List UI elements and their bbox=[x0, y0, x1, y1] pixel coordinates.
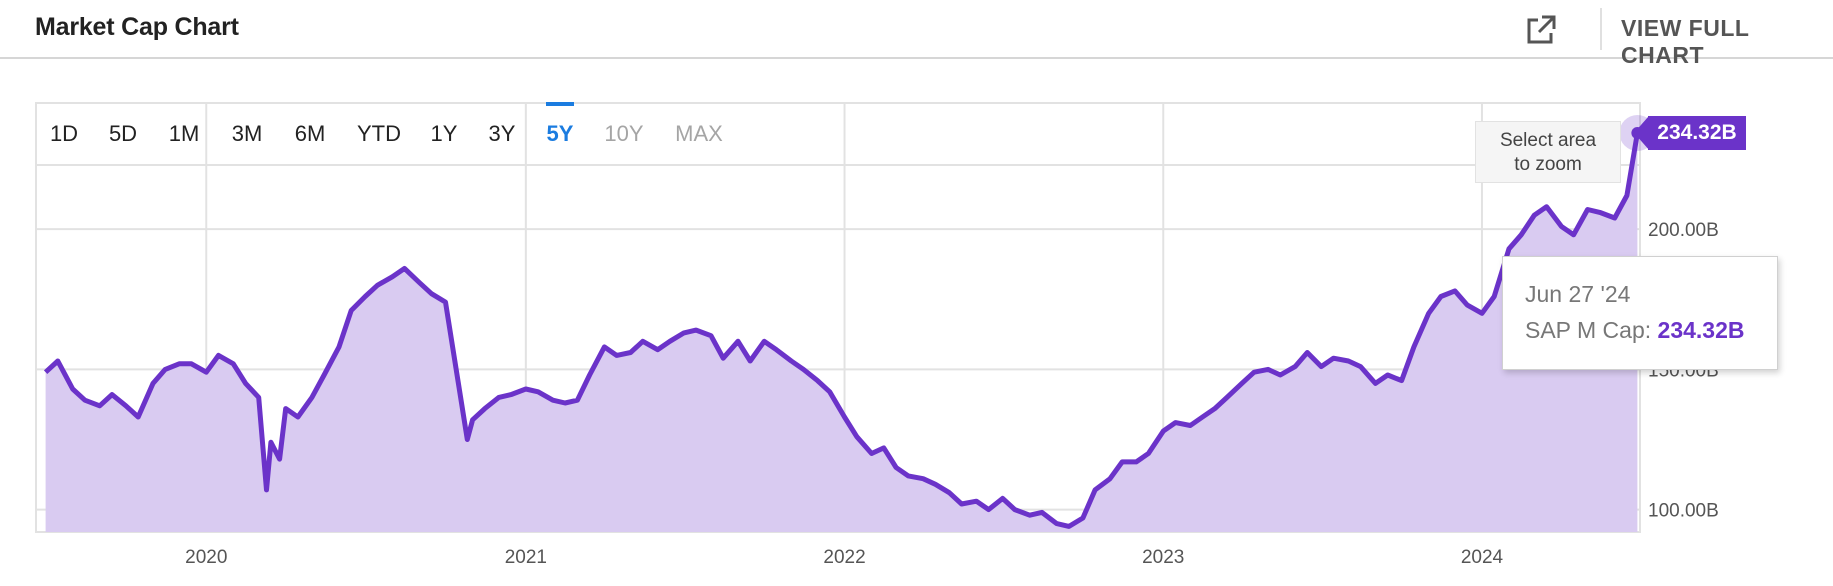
chart-title: Market Cap Chart bbox=[35, 13, 239, 41]
range-button-max[interactable]: MAX bbox=[675, 121, 723, 146]
zoom-hint-line1: Select area bbox=[1499, 130, 1597, 151]
tooltip-label: SAP M Cap: bbox=[1525, 317, 1652, 343]
range-button-6m[interactable]: 6M bbox=[295, 121, 326, 146]
y-tick-label: 100.00B bbox=[1648, 501, 1719, 522]
x-axis-ticks: 2020 2021 2022 2023 2024 bbox=[185, 547, 1503, 568]
zoom-hint-line2: to zoom bbox=[1514, 154, 1582, 175]
y-tick-label: 200.00B bbox=[1648, 220, 1719, 241]
x-tick-label: 2020 bbox=[185, 547, 227, 568]
market-cap-line bbox=[43, 132, 1640, 529]
market-cap-area bbox=[45, 132, 1638, 532]
header-divider bbox=[1600, 8, 1602, 50]
range-button-3y[interactable]: 3Y bbox=[489, 121, 516, 146]
x-tick-label: 2021 bbox=[505, 547, 547, 568]
zoom-hint: Select area to zoom bbox=[1475, 121, 1621, 183]
last-value-badge: 234.32B bbox=[1648, 115, 1746, 150]
range-button-1d[interactable]: 1D bbox=[50, 121, 78, 146]
external-link-icon[interactable] bbox=[1524, 13, 1558, 47]
header-bar: Market Cap Chart VIEW FULL CHART bbox=[0, 0, 1833, 68]
x-tick-label: 2024 bbox=[1461, 547, 1504, 568]
view-full-chart-link[interactable]: VIEW FULL CHART bbox=[1621, 15, 1750, 68]
chart-tooltip: Jun 27 '24 SAP M Cap: 234.32B bbox=[1502, 256, 1778, 370]
tooltip-date: Jun 27 '24 bbox=[1525, 281, 1631, 307]
range-button-5y[interactable]: 5Y bbox=[547, 121, 574, 146]
range-button-1m[interactable]: 1M bbox=[169, 121, 200, 146]
x-tick-label: 2022 bbox=[823, 547, 865, 568]
last-value-arrow bbox=[1634, 115, 1649, 150]
range-selector: 1D 5D 1M 3M 6M YTD 1Y 3Y 5Y 10Y MAX bbox=[50, 121, 723, 146]
range-button-ytd[interactable]: YTD bbox=[357, 121, 401, 146]
range-button-5d[interactable]: 5D bbox=[109, 121, 137, 146]
range-button-3m[interactable]: 3M bbox=[232, 121, 263, 146]
tooltip-line: SAP M Cap: 234.32B bbox=[1525, 317, 1745, 344]
range-button-1y[interactable]: 1Y bbox=[431, 121, 458, 146]
x-tick-label: 2023 bbox=[1142, 547, 1184, 568]
active-range-indicator bbox=[546, 102, 574, 106]
tooltip-value: 234.32B bbox=[1657, 317, 1745, 343]
range-button-10y[interactable]: 10Y bbox=[604, 121, 643, 146]
